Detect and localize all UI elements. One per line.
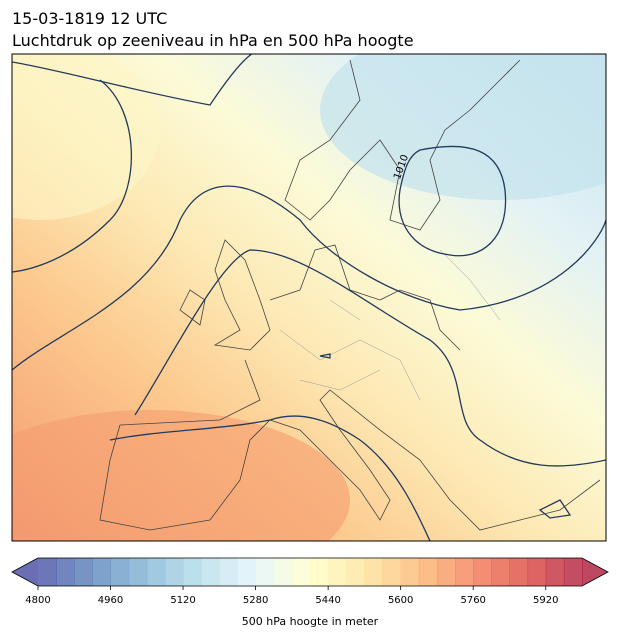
colorbar-bin (418, 558, 438, 586)
map: 1010 (12, 54, 606, 541)
colorbar-bin (436, 558, 456, 586)
colorbar-bin (164, 558, 184, 586)
colorbar-bin (491, 558, 510, 586)
border (279, 249, 501, 401)
colorbar: 4800 4960 5120 5280 5440 5600 5760 5920 (11, 557, 609, 606)
colorbar-tick-label: 4960 (98, 595, 123, 606)
colorbar-extend-high (582, 558, 608, 586)
colorbar-extend-low (12, 558, 38, 586)
colorbar-tick-label: 4800 (25, 595, 50, 606)
isobar (109, 415, 431, 541)
coastline (179, 289, 206, 326)
colorbar-tick-label: 5440 (315, 595, 340, 606)
colorbar-bin (38, 558, 57, 586)
colorbar-bin (146, 558, 166, 586)
colorbar-tick-label: 5760 (460, 595, 485, 606)
colorbar-bin (364, 558, 384, 586)
title: 15-03-1819 12 UTC (12, 9, 167, 28)
coastline (284, 59, 521, 231)
coastline (213, 239, 271, 351)
colorbar-tick-label: 5280 (243, 595, 268, 606)
colorbar-bin (527, 558, 547, 586)
isobar (319, 353, 572, 519)
colorbar-tick-label: 5920 (533, 595, 558, 606)
colorbar-bin (509, 558, 529, 586)
colorbar-bin (255, 558, 275, 586)
colorbar-bin (382, 558, 402, 586)
colorbar-bin (128, 558, 148, 586)
isobar (12, 79, 132, 273)
isobar (12, 185, 606, 371)
colorbar-bin (328, 558, 347, 586)
coastline (269, 244, 461, 351)
colorbar-bin (545, 558, 565, 586)
colorbar-bin (400, 558, 420, 586)
colorbar-bin (110, 558, 130, 586)
colorbar-label: 500 hPa hoogte in meter (242, 615, 379, 628)
colorbar-bin (74, 558, 93, 586)
isobar (12, 54, 270, 106)
colorbar-bin (273, 558, 293, 586)
coastline (99, 359, 601, 531)
ridge-area (12, 54, 160, 220)
colorbar-bin (473, 558, 492, 586)
colorbar-bin (563, 558, 583, 586)
colorbar-tick-label: 5600 (388, 595, 413, 606)
colorbar-bin (92, 558, 112, 586)
colorbar-bin (310, 558, 329, 586)
colorbar-bin (346, 558, 365, 586)
isobar (398, 145, 507, 257)
isobar (134, 249, 606, 467)
high-area (12, 410, 350, 541)
colorbar-bin (183, 558, 202, 586)
colorbar-bin (219, 558, 238, 586)
colorbar-bin (455, 558, 474, 586)
colorbar-outline (11, 557, 609, 587)
colorbar-bin (237, 558, 257, 586)
colorbar-bin (291, 558, 311, 586)
subtitle: Luchtdruk op zeeniveau in hPa en 500 hPa… (12, 31, 414, 50)
colorbar-bin (201, 558, 220, 586)
map-frame (11, 53, 607, 542)
low-area (320, 54, 606, 200)
colorbar-tick-label: 5120 (170, 595, 195, 606)
colorbar-bin (56, 558, 75, 586)
